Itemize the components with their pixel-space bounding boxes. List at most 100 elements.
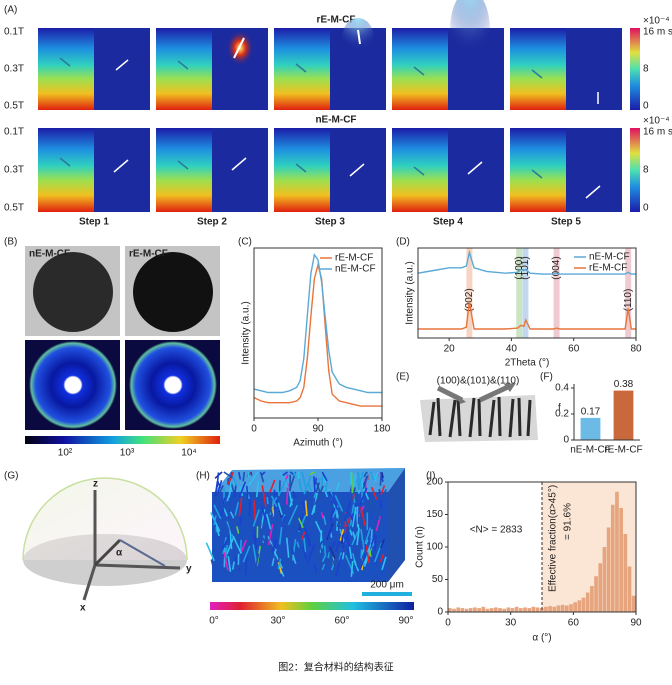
fiber — [372, 522, 376, 534]
panel-label: (D) — [396, 237, 410, 248]
legend-label: rE-M-CF — [589, 263, 627, 274]
fiber — [279, 471, 289, 488]
fiber — [360, 507, 366, 527]
step-image — [510, 28, 622, 110]
y-axis-label: f — [558, 403, 561, 414]
fiber — [260, 503, 267, 521]
fiber — [369, 534, 376, 551]
fiber — [379, 471, 383, 486]
histogram-bar — [506, 607, 511, 612]
y-tick-label: 0.4 — [555, 383, 569, 394]
fiber — [248, 499, 252, 517]
fiber — [216, 472, 220, 488]
histogram-bar — [452, 608, 456, 612]
fiber — [296, 541, 300, 548]
fiber — [370, 471, 375, 481]
histogram-bar — [581, 597, 586, 612]
series-line — [417, 249, 636, 275]
histogram-bar — [493, 607, 498, 612]
fiber — [210, 559, 215, 570]
colorbar-label: 16 m s⁻¹ — [643, 127, 672, 138]
fiber — [379, 538, 386, 549]
fiber — [289, 498, 294, 508]
fiber — [250, 491, 256, 512]
fiber — [362, 540, 365, 550]
fiber — [304, 500, 308, 517]
step-image — [156, 28, 268, 110]
fiber — [368, 547, 372, 557]
histogram-bar — [489, 608, 494, 612]
histogram-bar — [590, 586, 594, 612]
series-line — [253, 262, 382, 407]
fiber — [230, 482, 236, 496]
histogram-bar — [460, 608, 465, 612]
step-image — [392, 0, 504, 110]
step-label: Step 2 — [197, 217, 227, 228]
x-axis-label: Azimuth (°) — [293, 438, 343, 449]
step-label: Step 3 — [315, 217, 345, 228]
histogram-bar — [602, 547, 607, 612]
fiber — [302, 546, 307, 560]
fiber — [335, 482, 341, 491]
fiber — [59, 157, 71, 167]
fiber — [287, 531, 290, 538]
fiber — [364, 527, 372, 544]
fiber — [341, 552, 345, 560]
y-tick-label: 200 — [426, 477, 443, 488]
value-label: 0.38 — [614, 379, 634, 390]
fiber — [375, 515, 381, 532]
fiber — [252, 534, 257, 543]
fiber — [328, 491, 339, 510]
x-tick-label: 20 — [444, 344, 456, 355]
gradient-field — [38, 128, 94, 212]
fiber — [295, 163, 307, 173]
fiber — [226, 536, 235, 555]
histogram-bar — [539, 608, 544, 612]
fiber — [227, 556, 232, 572]
x-axis-label: α (°) — [532, 633, 551, 644]
step-label: Step 1 — [79, 217, 109, 228]
fiber — [322, 515, 327, 526]
sample-disk — [133, 252, 213, 332]
fiber — [585, 185, 601, 199]
histogram-bar — [473, 607, 477, 612]
fiber — [330, 543, 335, 555]
flow-field — [212, 128, 268, 212]
colorbar — [210, 602, 414, 610]
annotation: <N> = 2833 — [470, 525, 523, 536]
colorbar-label: 60° — [334, 616, 349, 627]
colorbar-label: 0° — [209, 616, 219, 627]
fiber — [242, 545, 251, 563]
step-image — [274, 128, 386, 212]
colorbar — [25, 436, 220, 444]
sphere-diagram — [22, 477, 188, 601]
fiber — [323, 545, 327, 555]
fiber — [259, 471, 265, 483]
series-line — [253, 253, 382, 394]
fiber — [234, 501, 240, 516]
fiber — [363, 471, 368, 478]
x-tick-label: 60 — [568, 618, 580, 629]
histogram-bar — [456, 607, 461, 612]
fiber — [231, 157, 247, 171]
fiber — [211, 492, 217, 501]
fiber — [363, 520, 367, 533]
fiber — [301, 471, 307, 488]
axis-label: x — [80, 603, 86, 614]
fiber — [314, 485, 324, 505]
step-image — [38, 28, 150, 110]
fiber — [314, 520, 322, 534]
fiber — [252, 544, 258, 564]
fiber — [59, 57, 71, 67]
annotation: Effective fraction(α>45°) — [548, 485, 559, 592]
histogram-bar — [531, 606, 536, 612]
fiber — [329, 552, 338, 570]
fiber — [269, 479, 276, 493]
fiber — [258, 527, 267, 546]
fiber — [330, 563, 335, 571]
fiber — [270, 495, 278, 508]
photo-label: nE-M-CF — [29, 249, 70, 260]
y-tick-label: 150 — [426, 509, 443, 520]
y-axis-label: Count (n) — [415, 526, 426, 568]
